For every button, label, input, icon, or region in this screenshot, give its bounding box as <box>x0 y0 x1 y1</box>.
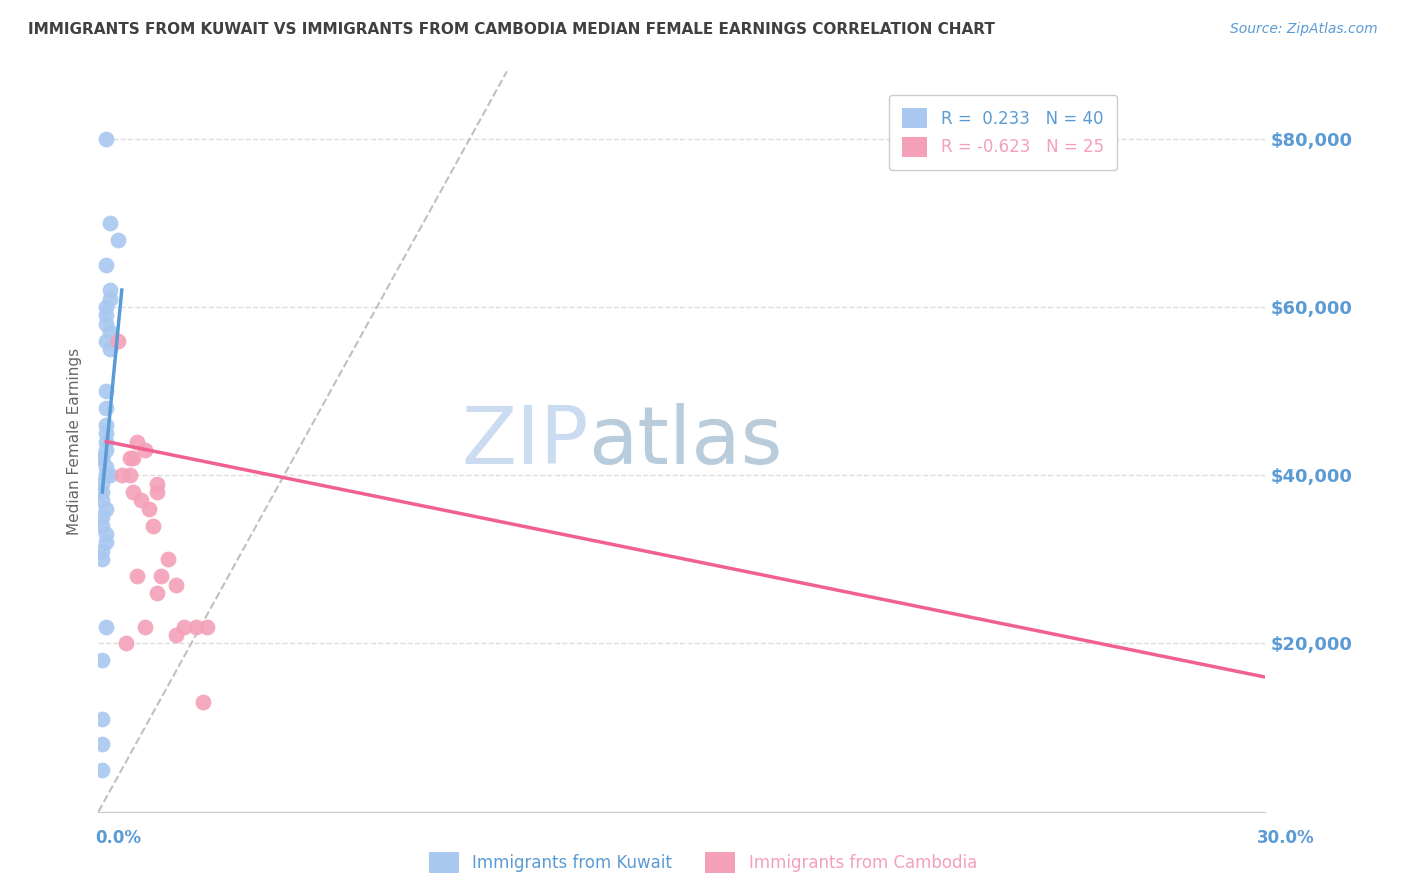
Point <box>146 485 169 500</box>
Point <box>165 577 187 591</box>
Point <box>96 417 118 432</box>
Point <box>114 636 136 650</box>
Point <box>96 459 118 474</box>
Point <box>195 619 218 633</box>
Point <box>91 451 114 466</box>
Point <box>107 334 129 348</box>
Point <box>96 501 118 516</box>
Point <box>138 501 160 516</box>
Point <box>127 434 149 449</box>
Legend: Immigrants from Kuwait, Immigrants from Cambodia: Immigrants from Kuwait, Immigrants from … <box>422 846 984 880</box>
Point <box>118 451 141 466</box>
Point <box>96 317 118 331</box>
Point <box>98 468 121 483</box>
Y-axis label: Median Female Earnings: Median Female Earnings <box>67 348 83 535</box>
Text: 0.0%: 0.0% <box>96 829 142 847</box>
Point <box>96 384 118 398</box>
Point <box>91 712 114 726</box>
Point <box>149 569 172 583</box>
Point <box>107 233 129 247</box>
Point <box>127 569 149 583</box>
Point <box>98 292 121 306</box>
Point <box>91 476 114 491</box>
Point <box>96 300 118 314</box>
Point <box>118 468 141 483</box>
Point <box>96 258 118 272</box>
Point <box>91 510 114 524</box>
Point <box>96 434 118 449</box>
Point <box>134 619 156 633</box>
Legend: R =  0.233   N = 40, R = -0.623   N = 25: R = 0.233 N = 40, R = -0.623 N = 25 <box>889 95 1116 170</box>
Point <box>91 485 114 500</box>
Point <box>129 493 152 508</box>
Point <box>111 468 134 483</box>
Text: 30.0%: 30.0% <box>1257 829 1315 847</box>
Point <box>98 325 121 339</box>
Point <box>96 527 118 541</box>
Point <box>96 442 118 457</box>
Point <box>91 552 114 566</box>
Text: atlas: atlas <box>589 402 783 481</box>
Point <box>122 485 145 500</box>
Point <box>96 309 118 323</box>
Point <box>96 426 118 441</box>
Point <box>157 552 180 566</box>
Point <box>91 518 114 533</box>
Point <box>91 493 114 508</box>
Point <box>91 451 114 466</box>
Point <box>96 619 118 633</box>
Point <box>91 763 114 777</box>
Point <box>91 451 114 466</box>
Point <box>142 518 165 533</box>
Point <box>146 586 169 600</box>
Point <box>134 442 156 457</box>
Point <box>91 653 114 667</box>
Point <box>184 619 207 633</box>
Point <box>98 342 121 356</box>
Point <box>96 334 118 348</box>
Point <box>146 476 169 491</box>
Point <box>91 738 114 752</box>
Point <box>122 451 145 466</box>
Point <box>96 468 118 483</box>
Text: ZIP: ZIP <box>461 402 589 481</box>
Point <box>98 283 121 297</box>
Text: Source: ZipAtlas.com: Source: ZipAtlas.com <box>1230 22 1378 37</box>
Point <box>91 544 114 558</box>
Point <box>193 695 215 709</box>
Point <box>96 131 118 145</box>
Point <box>165 628 187 642</box>
Point <box>96 401 118 415</box>
Point <box>173 619 195 633</box>
Point <box>96 468 118 483</box>
Text: IMMIGRANTS FROM KUWAIT VS IMMIGRANTS FROM CAMBODIA MEDIAN FEMALE EARNINGS CORREL: IMMIGRANTS FROM KUWAIT VS IMMIGRANTS FRO… <box>28 22 995 37</box>
Point <box>96 535 118 549</box>
Point <box>98 216 121 230</box>
